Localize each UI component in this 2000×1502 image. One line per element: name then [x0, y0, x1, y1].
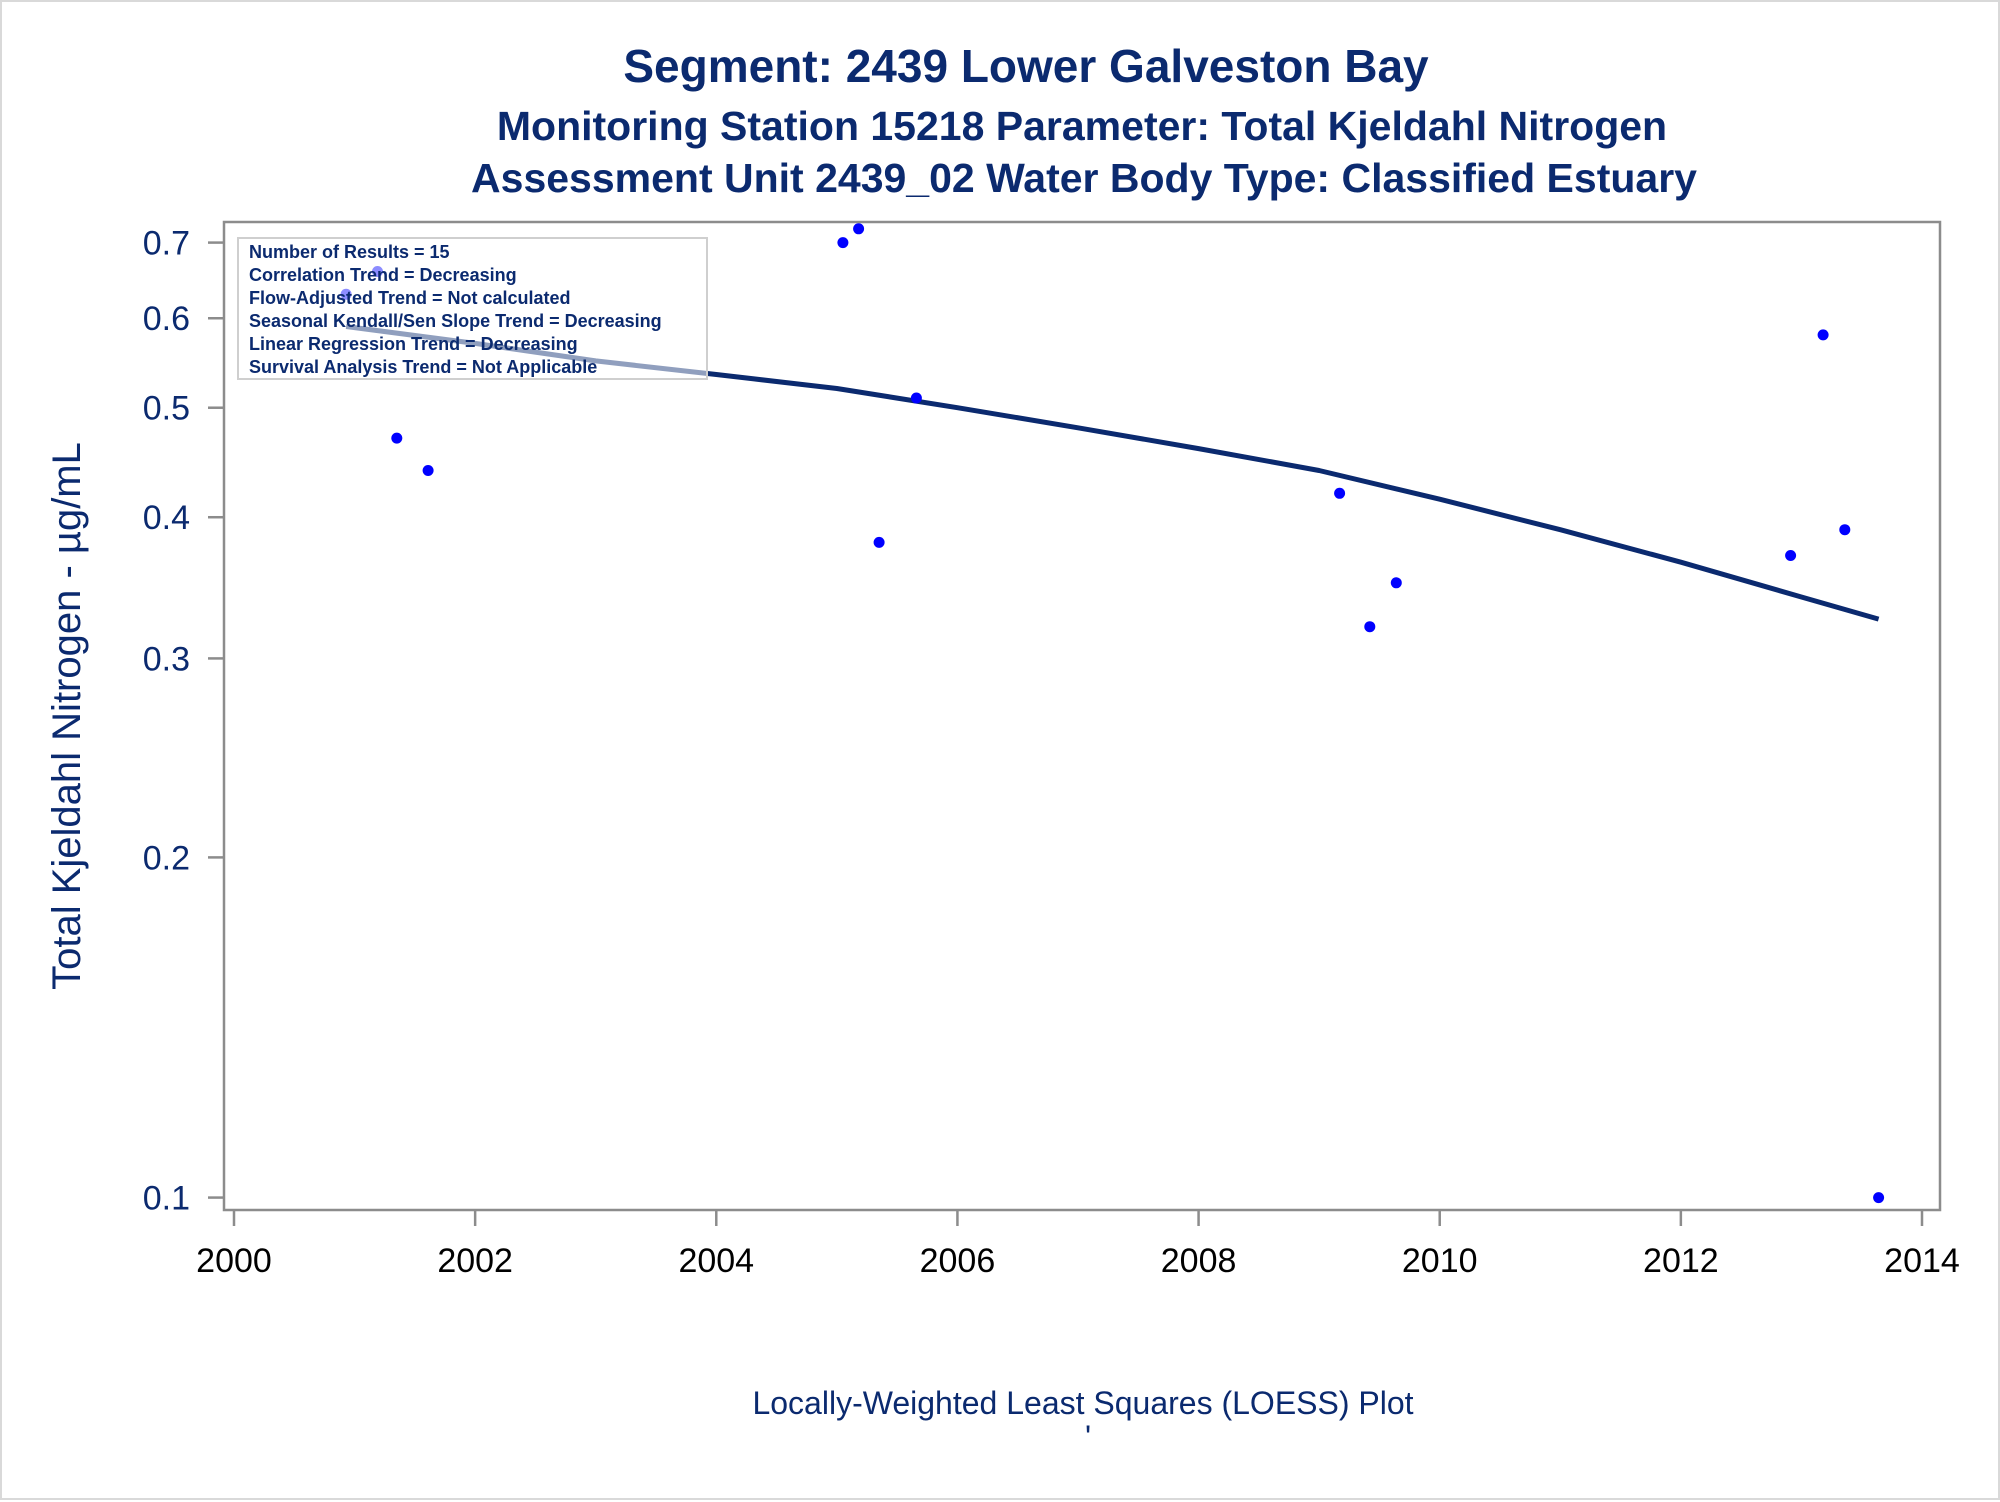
stats-line: Linear Regression Trend = Decreasing	[249, 334, 578, 354]
data-point	[837, 237, 849, 249]
y-tick-label: 0.4	[143, 499, 190, 537]
data-point	[1364, 621, 1376, 633]
chart-subtitle-2: Assessment Unit 2439_02 Water Body Type:…	[471, 155, 1697, 201]
y-tick-label: 0.1	[143, 1180, 190, 1218]
x-tick-label: 2010	[1402, 1242, 1478, 1280]
data-point	[853, 223, 865, 235]
y-tick-label: 0.2	[143, 839, 190, 877]
y-axis-title: Total Kjeldahl Nitrogen - µg/mL	[45, 442, 89, 990]
y-tick-label: 0.7	[143, 225, 190, 263]
x-tick-label: 2014	[1884, 1242, 1960, 1280]
chart-footnote: Locally-Weighted Least Squares (LOESS) P…	[752, 1385, 1413, 1421]
plot-area-frame	[222, 220, 1942, 1212]
y-tick-label: 0.3	[143, 640, 190, 678]
data-point	[1839, 524, 1851, 536]
data-point	[873, 536, 885, 548]
data-point	[1390, 577, 1402, 589]
x-tick-label: 2004	[678, 1242, 754, 1280]
stats-box-frame	[237, 237, 708, 380]
data-point	[1873, 1192, 1885, 1204]
data-point	[1785, 550, 1797, 561]
x-tick-label: 2000	[196, 1242, 272, 1280]
data-point	[910, 392, 922, 404]
data-point	[1334, 487, 1346, 499]
chart-title: Segment: 2439 Lower Galveston Bay	[623, 40, 1429, 92]
x-axis: 2000 2002 2004 2006 2008 2010 2012 2014	[196, 1210, 1960, 1280]
data-point	[1817, 329, 1829, 341]
stats-line: Correlation Trend = Decreasing	[249, 265, 517, 285]
stats-line: Survival Analysis Trend = Not Applicable	[249, 357, 597, 377]
x-tick-label: 2012	[1643, 1242, 1719, 1280]
stats-line: Seasonal Kendall/Sen Slope Trend = Decre…	[249, 311, 662, 331]
y-tick-label: 0.5	[143, 390, 190, 428]
y-tick-label: 0.6	[143, 300, 190, 338]
data-point	[422, 465, 434, 476]
x-tick-label: 2006	[920, 1242, 996, 1280]
footnote-mark: '	[1085, 1419, 1091, 1455]
x-tick-label: 2008	[1161, 1242, 1237, 1280]
data-point	[391, 432, 403, 444]
stats-box: Number of Results = 15 Correlation Trend …	[237, 237, 708, 380]
y-axis: 0.1 0.2 0.3 0.4 0.5 0.6 0.7	[143, 225, 224, 1218]
x-tick-label: 2002	[437, 1242, 513, 1280]
chart-subtitle: Monitoring Station 15218 Parameter: Tota…	[497, 103, 1667, 149]
stats-line: Number of Results = 15	[249, 242, 450, 262]
stats-box-lines: Number of Results = 15 Correlation Trend …	[249, 242, 662, 377]
stats-line: Flow-Adjusted Trend = Not calculated	[249, 288, 571, 308]
